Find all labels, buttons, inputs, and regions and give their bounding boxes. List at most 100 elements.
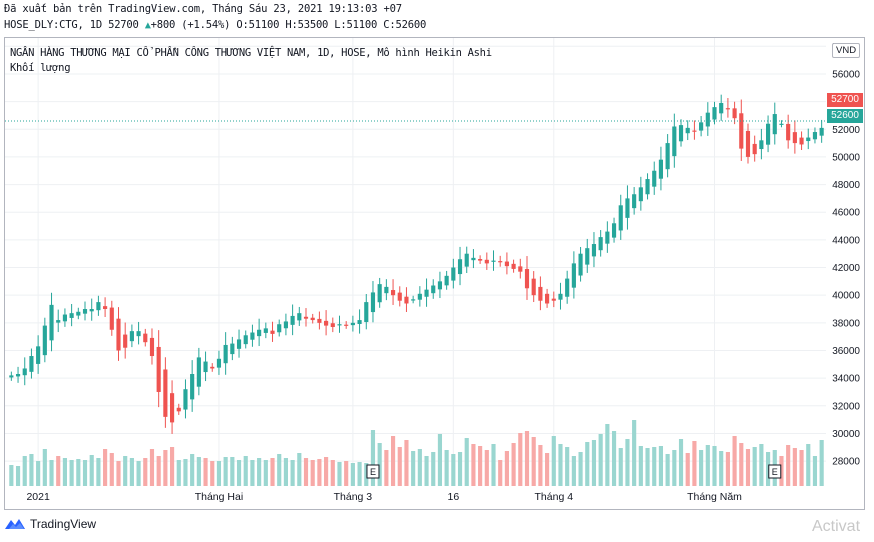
tradingview-logo-icon bbox=[5, 519, 25, 529]
earnings-marker[interactable] bbox=[366, 464, 380, 479]
x-tick-label: Tháng 3 bbox=[334, 491, 373, 503]
volume-bars bbox=[9, 420, 824, 486]
y-tick-label: 42000 bbox=[832, 263, 860, 274]
volume-bar bbox=[330, 460, 335, 486]
header-symbol-info: HOSE_DLY:CTG, 1D 52700 ▲+800 (+1.54%) O:… bbox=[4, 19, 426, 31]
candle-body bbox=[203, 361, 208, 373]
volume-bar bbox=[390, 436, 396, 486]
volume-bar bbox=[618, 448, 623, 486]
y-tick-label: 38000 bbox=[832, 318, 860, 329]
volume-bar bbox=[337, 462, 342, 486]
candle-body bbox=[725, 108, 730, 110]
volume-bar bbox=[538, 445, 543, 486]
currency-button[interactable]: VND bbox=[832, 43, 861, 58]
candle-body bbox=[571, 263, 576, 288]
volume-bar bbox=[156, 456, 161, 486]
earnings-marker-label: E bbox=[772, 467, 778, 477]
volume-bar bbox=[397, 447, 402, 486]
volume-bar bbox=[190, 454, 195, 486]
candle-body bbox=[29, 356, 34, 372]
volume-bar bbox=[103, 449, 108, 486]
volume-bar bbox=[712, 446, 717, 486]
candle-body bbox=[632, 194, 637, 209]
chart-frame[interactable] bbox=[4, 37, 865, 510]
candle-body bbox=[390, 290, 396, 296]
candle-body bbox=[377, 284, 382, 303]
volume-bar bbox=[370, 430, 376, 486]
volume-bar bbox=[611, 431, 617, 486]
candle-body bbox=[384, 286, 389, 294]
volume-bar bbox=[404, 440, 409, 486]
candle-body bbox=[69, 313, 74, 318]
candle-body bbox=[598, 237, 603, 251]
candle-body bbox=[317, 318, 322, 323]
ohlc-values: O:51100 H:53500 L:51100 C:52600 bbox=[236, 19, 427, 31]
candle-body bbox=[223, 344, 228, 364]
volume-bar bbox=[297, 453, 302, 486]
candle-body bbox=[618, 205, 623, 231]
footer-brand[interactable]: TradingView bbox=[4, 517, 96, 531]
volume-bar bbox=[129, 458, 134, 486]
volume-bar bbox=[303, 458, 309, 486]
candle-body bbox=[176, 407, 181, 412]
candle-body bbox=[22, 368, 27, 376]
candle-body bbox=[478, 259, 483, 261]
candle-body bbox=[216, 358, 222, 368]
volume-bar bbox=[464, 438, 469, 486]
volume-bar bbox=[645, 448, 650, 486]
candle-body bbox=[357, 320, 362, 324]
y-tick-label: 44000 bbox=[832, 235, 860, 246]
volume-bar bbox=[658, 446, 664, 486]
grid-lines bbox=[5, 38, 826, 486]
volume-bar bbox=[357, 462, 362, 486]
candle-body bbox=[732, 108, 737, 119]
candle-body bbox=[611, 223, 617, 238]
volume-bar bbox=[699, 450, 704, 486]
header-export-info: Đã xuất bản trên TradingView.com, Tháng … bbox=[4, 3, 402, 15]
volume-bar bbox=[759, 444, 764, 486]
volume-bar bbox=[786, 445, 791, 486]
candle-body bbox=[163, 369, 168, 417]
earnings-marker[interactable] bbox=[768, 464, 782, 479]
candle-body bbox=[719, 102, 724, 114]
volume-bar bbox=[705, 445, 710, 486]
candle-body bbox=[551, 298, 556, 301]
volume-bar bbox=[22, 456, 27, 486]
candle-body bbox=[558, 293, 563, 300]
candle-body bbox=[263, 328, 268, 333]
volume-bar bbox=[652, 447, 657, 486]
volume-bar bbox=[277, 454, 282, 486]
volume-bar bbox=[478, 446, 483, 486]
earnings-marker-label: E bbox=[370, 467, 376, 477]
volume-bar bbox=[417, 449, 422, 486]
candle-body bbox=[786, 123, 791, 141]
candle-body bbox=[250, 332, 255, 340]
candle-body bbox=[712, 107, 717, 120]
y-tick-label: 56000 bbox=[832, 69, 860, 80]
volume-bar bbox=[42, 449, 47, 486]
volume-bar bbox=[236, 460, 242, 486]
y-tick-label: 34000 bbox=[832, 374, 860, 385]
volume-bar bbox=[290, 460, 295, 486]
candle-body bbox=[330, 323, 335, 327]
candle-body bbox=[812, 132, 818, 140]
candle-body bbox=[149, 337, 155, 357]
volume-bar bbox=[317, 459, 322, 486]
volume-bar bbox=[364, 463, 369, 486]
candle-body bbox=[678, 125, 684, 142]
volume-bar bbox=[82, 460, 88, 486]
candle-body bbox=[169, 393, 175, 423]
candle-body bbox=[605, 231, 610, 244]
candle-body bbox=[236, 339, 242, 349]
candle-body bbox=[303, 316, 309, 319]
candle-body bbox=[538, 286, 543, 301]
volume-bar bbox=[524, 431, 530, 486]
volume-bar bbox=[692, 441, 697, 486]
volume-bar bbox=[263, 460, 268, 486]
volume-bar bbox=[819, 440, 824, 486]
candle-body bbox=[277, 324, 282, 333]
y-tick-label: 46000 bbox=[832, 208, 860, 219]
candle-body bbox=[685, 127, 690, 134]
candle-body bbox=[183, 389, 188, 410]
